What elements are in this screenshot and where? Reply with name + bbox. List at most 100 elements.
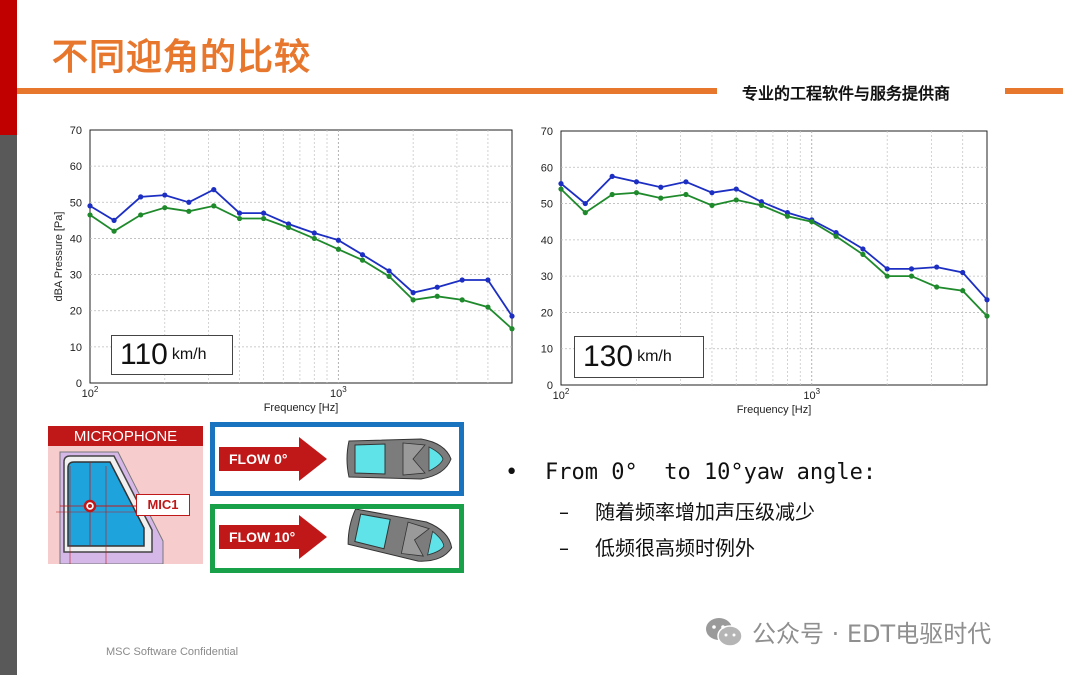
data-point (186, 208, 192, 214)
sub-bullet-text: 低频很高频时例外 (595, 536, 755, 560)
chart-130-kmh: 0 10 20 30 40 50 60 70 102 103 Frequency [Hz] (541, 126, 990, 416)
x-tick-label: 102 (82, 385, 99, 400)
data-point (860, 246, 866, 252)
car-top-view-icon (346, 438, 452, 480)
data-point (111, 228, 117, 234)
speed-label-110: 110 km/h (111, 335, 233, 375)
data-point (111, 217, 117, 223)
data-point (633, 190, 640, 196)
sub-bullet: – 低频很高频时例外 (505, 532, 876, 568)
y-tick-label: 40 (541, 235, 553, 247)
y-tick-label: 10 (70, 342, 82, 354)
confidential-footer: MSC Software Confidential (106, 646, 239, 658)
data-point (934, 264, 940, 270)
data-point (311, 235, 317, 242)
data-point (658, 195, 664, 201)
data-point (410, 290, 416, 296)
data-point (733, 186, 739, 192)
data-point (984, 297, 990, 303)
microphone-diagram: MICROPHONE (48, 426, 203, 564)
y-tick-label: 40 (70, 233, 82, 245)
data-point (609, 173, 615, 179)
data-point (236, 215, 243, 222)
data-point (960, 288, 966, 294)
data-point (633, 179, 640, 185)
data-point (709, 190, 715, 196)
y-tick-label: 30 (541, 271, 553, 283)
y-tick-label: 50 (541, 199, 553, 211)
bullet-list: • From 0° to 10°yaw angle: – 随着频率增加声压级减少 –… (505, 460, 876, 568)
x-tick-label: 102 (553, 387, 570, 402)
speed-label-130: 130 km/h (574, 336, 704, 378)
data-point (960, 269, 966, 276)
data-point (138, 212, 144, 218)
data-point (833, 230, 839, 236)
data-point (784, 213, 791, 219)
y-tick-label: 0 (76, 378, 82, 390)
sub-bullet-text: 随着频率增加声压级减少 (595, 500, 815, 524)
data-point (860, 251, 866, 257)
data-point (410, 297, 416, 303)
data-point (459, 277, 465, 283)
data-point (709, 202, 715, 208)
data-point (335, 237, 341, 243)
series-line (89, 204, 513, 330)
y-tick-label: 60 (70, 161, 82, 173)
y-tick-label: 30 (70, 270, 82, 282)
speed-unit: km/h (171, 346, 207, 363)
data-point (758, 202, 765, 208)
series-line (89, 188, 513, 317)
data-point (485, 304, 491, 310)
data-point (509, 326, 515, 332)
flow-0-panel: FLOW 0° (210, 422, 464, 496)
data-point (335, 246, 341, 252)
data-point (138, 194, 144, 200)
y-tick-label: 10 (541, 344, 553, 356)
data-point (261, 215, 267, 222)
data-point (285, 224, 292, 231)
y-tick-label: 0 (547, 380, 553, 392)
data-point (884, 266, 890, 272)
data-point (582, 200, 588, 207)
data-point (833, 233, 839, 239)
data-point (211, 187, 217, 193)
data-point (386, 268, 392, 274)
bullet-dot: • (505, 460, 519, 485)
data-point (236, 210, 243, 216)
flow-arrow-icon (219, 515, 327, 559)
data-point (509, 313, 515, 319)
data-point (884, 273, 890, 279)
y-tick-label: 20 (541, 307, 553, 319)
car-top-view-yawed-icon (347, 509, 453, 562)
data-point (908, 266, 915, 272)
data-point (609, 191, 615, 198)
side-bar (0, 135, 17, 675)
watermark: 公众号 · EDT电驱时代 (704, 614, 991, 649)
slide-title: 不同迎角的比较 (52, 37, 312, 78)
flow-arrow-icon (219, 437, 327, 481)
data-point (261, 210, 267, 216)
flow-10-label: FLOW 10° (229, 529, 296, 545)
speed-unit: km/h (637, 348, 672, 365)
microphone-position-drawing (56, 451, 164, 564)
speed-value: 130 (583, 340, 634, 373)
data-point (908, 273, 915, 279)
data-point (558, 181, 564, 187)
data-point (359, 252, 366, 258)
data-point (434, 284, 440, 290)
y-tick-label: 70 (70, 125, 82, 137)
y-tick-label: 20 (70, 306, 82, 318)
data-point (733, 197, 739, 203)
y-tick-label: 60 (541, 162, 553, 174)
x-axis-label: Frequency [Hz] (264, 402, 339, 414)
data-point (485, 277, 491, 283)
data-point (809, 219, 815, 225)
header-rule (17, 88, 717, 94)
data-point (87, 203, 93, 209)
header-rule-right (1005, 88, 1063, 94)
data-point (285, 221, 292, 227)
data-point (211, 203, 217, 209)
data-point (582, 210, 588, 216)
wechat-icon (706, 617, 743, 647)
bullet-main-text: From 0° to 10°yaw angle: (545, 460, 877, 485)
